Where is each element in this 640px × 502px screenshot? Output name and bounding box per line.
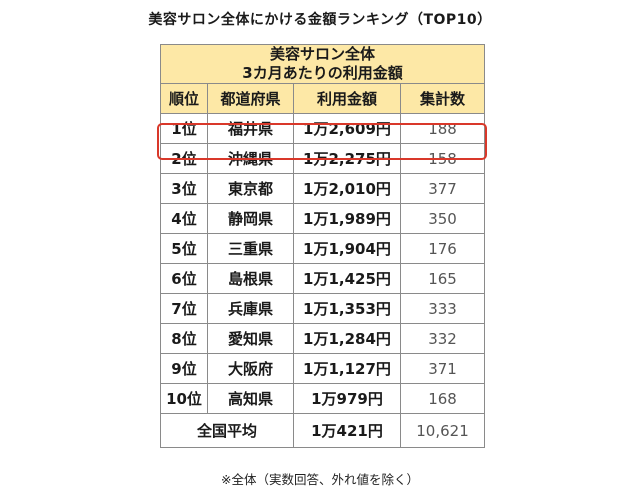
prefecture-cell: 大阪府 (207, 353, 294, 384)
amount-cell: 1万1,353円 (293, 293, 401, 324)
rank-cell: 2位 (160, 143, 208, 174)
amount-cell: 1万1,284円 (293, 323, 401, 354)
amount-cell: 1万979円 (293, 383, 401, 414)
page-title: 美容サロン全体にかける金額ランキング（TOP10） (148, 12, 492, 28)
count-cell: 176 (399, 233, 486, 264)
table-title-row: 美容サロン全体 3カ月あたりの利用金額 (159, 44, 486, 84)
prefecture-cell: 沖縄県 (207, 143, 294, 174)
rank-cell: 10位 (160, 383, 208, 414)
average-label: 全国平均 (160, 413, 294, 448)
rank-cell: 5位 (160, 233, 208, 264)
rank-cell: 6位 (160, 263, 208, 294)
amount-cell: 1万1,127円 (293, 353, 401, 384)
count-cell: 168 (399, 383, 486, 414)
table-title-line1: 美容サロン全体 (270, 45, 376, 63)
table-row: 4位 静岡県 1万1,989円 350 (160, 203, 486, 234)
table-row: 3位 東京都 1万2,010円 377 (160, 173, 486, 204)
rank-cell: 1位 (160, 113, 208, 144)
table-row: 8位 愛知県 1万1,284円 332 (160, 323, 486, 354)
count-cell: 371 (399, 353, 486, 384)
rank-cell: 8位 (160, 323, 208, 354)
prefecture-cell: 高知県 (207, 383, 294, 414)
ranking-table: 美容サロン全体 3カ月あたりの利用金額 順位 都道府県 利用金額 集計数 1位福… (159, 44, 486, 448)
count-cell: 377 (399, 173, 486, 204)
table-row: 10位 高知県 1万979円 168 (160, 383, 486, 414)
column-header-rank: 順位 (160, 83, 208, 114)
rank-cell: 7位 (160, 293, 208, 324)
rank-cell: 4位 (160, 203, 208, 234)
table-row: 9位 大阪府 1万1,127円 371 (160, 353, 486, 384)
count-cell: 332 (399, 323, 486, 354)
column-header-prefecture: 都道府県 (207, 83, 294, 114)
prefecture-cell: 福井県 (207, 113, 294, 144)
national-average-row: 全国平均 1万421円 10,621 (160, 413, 486, 448)
rank-cell: 9位 (160, 353, 208, 384)
count-cell: 158 (399, 143, 486, 174)
amount-cell: 1万1,904円 (293, 233, 401, 264)
table-row: 7位 兵庫県 1万1,353円 333 (160, 293, 486, 324)
table-title-line2: 3カ月あたりの利用金額 (242, 64, 403, 82)
column-header-count: 集計数 (399, 83, 486, 114)
table-row: 6位 島根県 1万1,425円 165 (160, 263, 486, 294)
count-cell: 188 (399, 113, 486, 144)
column-header-row: 順位 都道府県 利用金額 集計数 (160, 83, 486, 114)
prefecture-cell: 島根県 (207, 263, 294, 294)
amount-cell: 1万2,609円 (293, 113, 401, 144)
prefecture-cell: 兵庫県 (207, 293, 294, 324)
rank-cell: 3位 (160, 173, 208, 204)
count-cell: 350 (399, 203, 486, 234)
footnote: ※全体（実数回答、外れ値を除く） (221, 472, 419, 487)
average-count: 10,621 (399, 413, 486, 448)
average-amount: 1万421円 (293, 413, 401, 448)
prefecture-cell: 愛知県 (207, 323, 294, 354)
count-cell: 165 (399, 263, 486, 294)
table-title: 美容サロン全体 3カ月あたりの利用金額 (159, 44, 486, 84)
amount-cell: 1万2,275円 (293, 143, 401, 174)
table-row: 5位 三重県 1万1,904円 176 (160, 233, 486, 264)
amount-cell: 1万1,989円 (293, 203, 401, 234)
prefecture-cell: 三重県 (207, 233, 294, 264)
amount-cell: 1万2,010円 (293, 173, 401, 204)
count-cell: 333 (399, 293, 486, 324)
table-row: 1位 福井県 1万2,609円 188 (160, 113, 486, 144)
prefecture-cell: 東京都 (207, 173, 294, 204)
amount-cell: 1万1,425円 (293, 263, 401, 294)
column-header-amount: 利用金額 (293, 83, 401, 114)
table-row: 2位 沖縄県 1万2,275円 158 (160, 143, 486, 174)
prefecture-cell: 静岡県 (207, 203, 294, 234)
